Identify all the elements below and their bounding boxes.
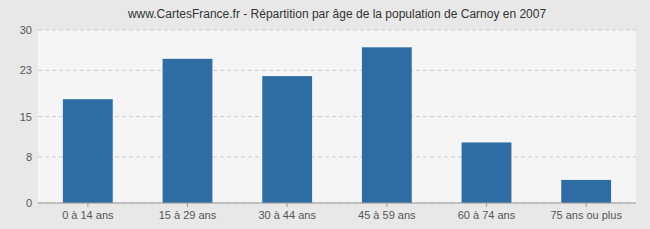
x-tick-label: 75 ans ou plus [550, 209, 622, 221]
y-tick-label: 15 [20, 111, 32, 123]
grid-line [38, 156, 636, 157]
x-tick-label: 60 à 74 ans [458, 209, 516, 221]
bar [561, 180, 611, 203]
x-tick-label: 0 à 14 ans [62, 209, 114, 221]
x-axis: 0 à 14 ans 15 à 29 ans 30 à 44 ans 45 à 59 … [38, 203, 636, 221]
y-tick-label: 30 [20, 24, 32, 36]
bar [63, 99, 113, 203]
background [0, 0, 650, 229]
bar [462, 142, 512, 203]
grid-line [38, 203, 636, 204]
y-tick-label: 23 [20, 64, 32, 76]
x-axis-line [38, 203, 636, 204]
grid-line [38, 30, 636, 31]
y-tick-label: 8 [26, 151, 32, 163]
chart-svg: www.CartesFrance.fr - Répartition par âg… [0, 0, 650, 229]
bar [262, 76, 312, 203]
plot-background [38, 30, 636, 203]
y-axis: 0 8 15 23 30 [20, 24, 32, 209]
bar [362, 47, 412, 203]
grid-line [38, 70, 636, 71]
x-tick [386, 203, 387, 207]
chart-title: www.CartesFrance.fr - Répartition par âg… [127, 7, 547, 21]
grid-line [38, 116, 636, 117]
x-tick-label: 15 à 29 ans [159, 209, 217, 221]
x-tick-label: 30 à 44 ans [258, 209, 316, 221]
y-tick-label: 0 [26, 197, 32, 209]
x-tick [287, 203, 288, 207]
x-tick [486, 203, 487, 207]
x-tick [187, 203, 188, 207]
page: {"chart_data": {"type": "bar", "title": … [0, 0, 650, 229]
grid [38, 30, 636, 203]
x-tick-label: 45 à 59 ans [358, 209, 416, 221]
bar [163, 59, 213, 203]
chart-container: www.CartesFrance.fr - Répartition par âg… [0, 0, 650, 229]
bars [63, 47, 611, 203]
x-tick [87, 203, 88, 207]
x-tick [586, 203, 587, 207]
